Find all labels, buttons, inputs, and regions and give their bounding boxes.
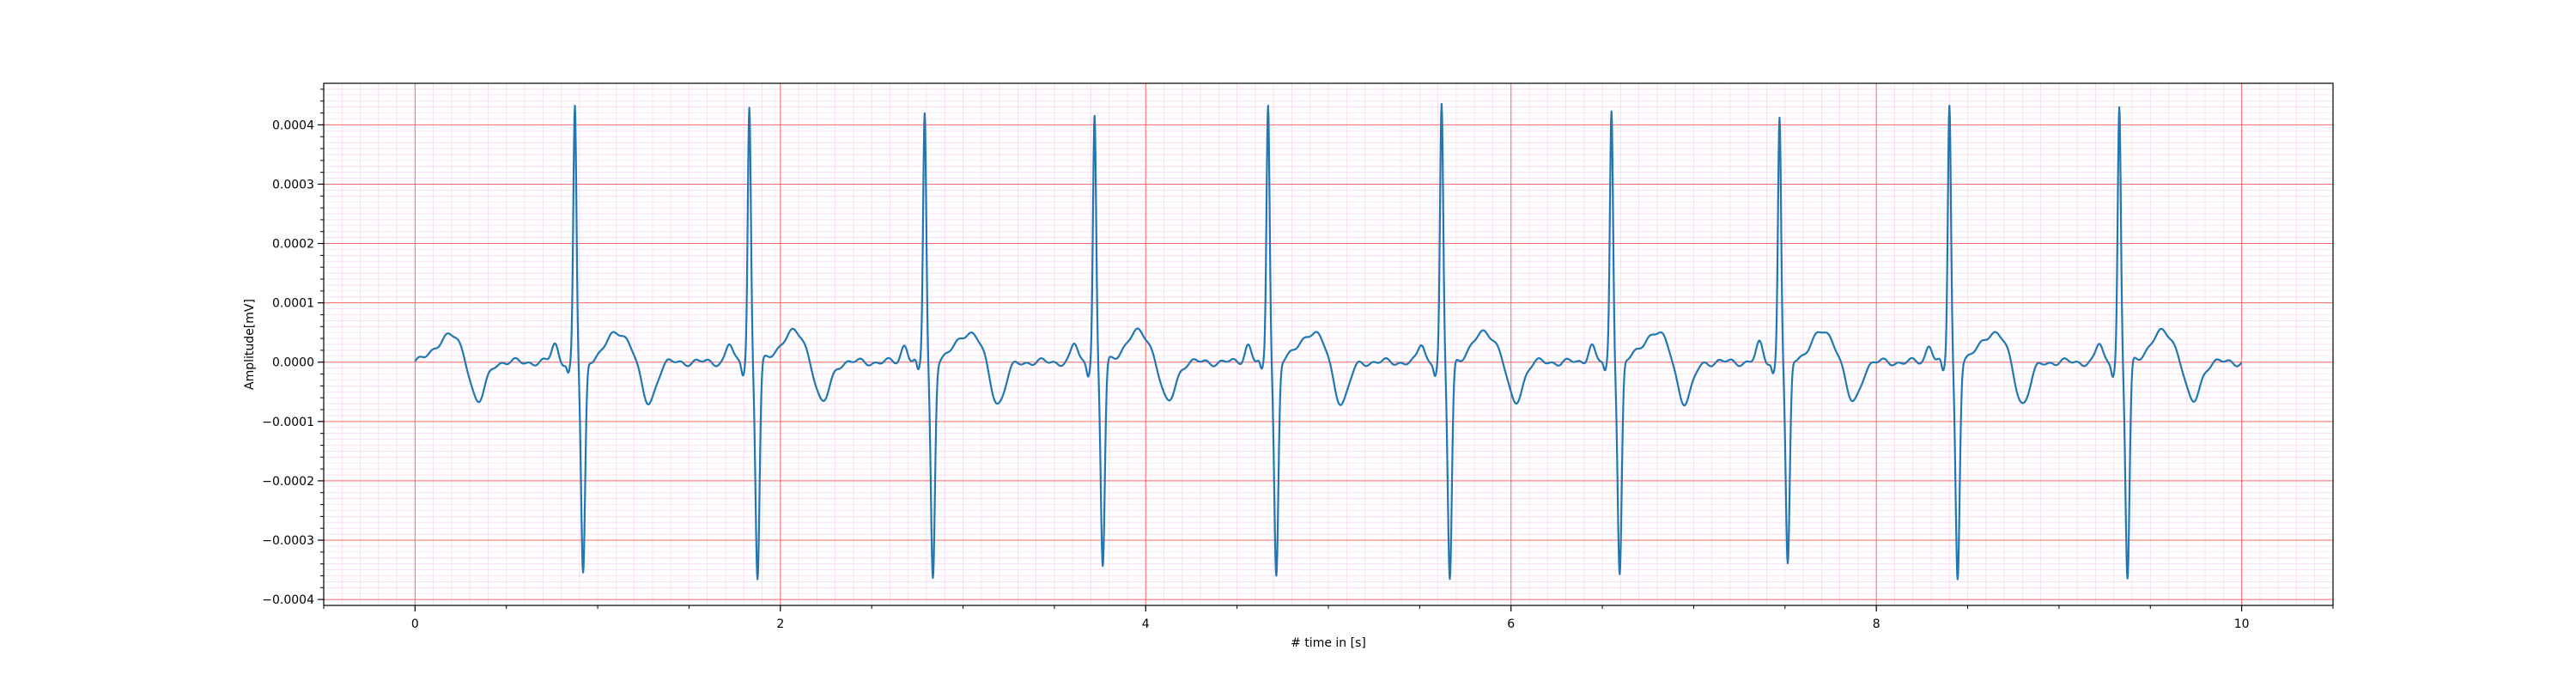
minor-grid <box>324 83 2334 605</box>
y-tick-label: 0.0001 <box>272 297 314 311</box>
y-tick-label: 0.0004 <box>272 119 314 132</box>
x-tick-label: 4 <box>1142 617 1150 631</box>
x-tick-label: 6 <box>1507 617 1515 631</box>
y-tick-label: −0.0003 <box>262 534 314 548</box>
y-tick-label: 0.0002 <box>272 238 314 252</box>
major-grid <box>324 83 2333 605</box>
y-tick-label: −0.0002 <box>262 475 314 489</box>
y-tick-label: 0.0000 <box>272 356 314 370</box>
x-tick-label: 0 <box>411 617 419 631</box>
ecg-series-line <box>414 102 2243 581</box>
x-tick-label: 8 <box>1873 617 1880 631</box>
x-axis-ticks: 0 2 4 6 8 10 <box>323 605 2334 631</box>
y-tick-label: 0.0003 <box>272 178 314 192</box>
x-axis-label: # time in [s] <box>1291 636 1366 650</box>
y-tick-label: −0.0004 <box>262 593 314 607</box>
y-axis-ticks: −0.0004 −0.0003 −0.0002 −0.0001 0.0000 0.0001… <box>262 88 324 607</box>
x-tick-label: 10 <box>2234 617 2250 631</box>
y-axis-label: Amplitude[mV] <box>243 299 257 390</box>
y-tick-label: −0.0001 <box>262 416 314 429</box>
x-tick-label: 2 <box>776 617 784 631</box>
